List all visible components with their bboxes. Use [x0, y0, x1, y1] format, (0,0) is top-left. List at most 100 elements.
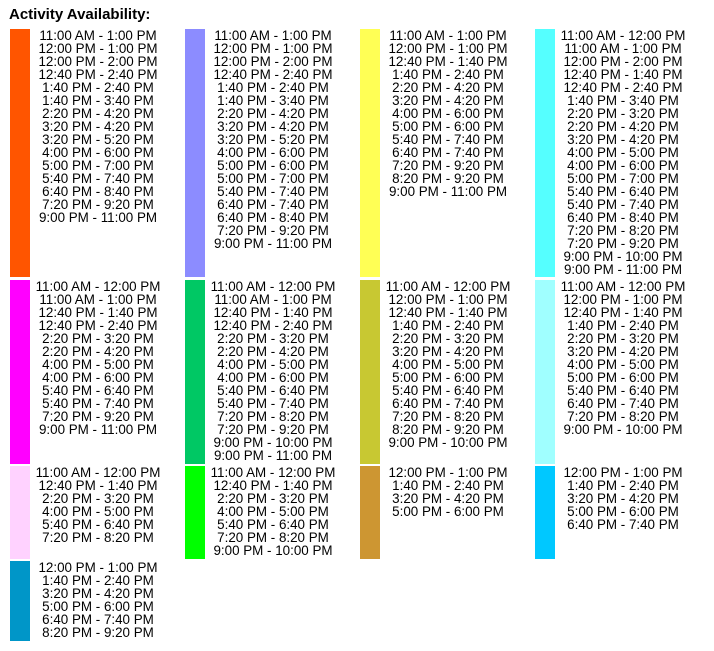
- time-slot-list: 11:00 AM - 12:00 PM 11:00 AM - 1:00 PM 12:…: [31, 280, 165, 436]
- time-slot: 5:40 PM - 6:40 PM: [217, 383, 329, 398]
- time-slot: 9:00 PM - 11:00 PM: [388, 184, 508, 199]
- time-slot: 5:00 PM - 7:00 PM: [217, 171, 329, 186]
- time-slot: 5:00 PM - 7:00 PM: [42, 158, 154, 173]
- time-slot: 12:40 PM - 2:40 PM: [563, 80, 683, 95]
- time-slot: 4:00 PM - 5:00 PM: [217, 357, 329, 372]
- time-slot: 7:20 PM - 9:20 PM: [392, 158, 504, 173]
- time-slot: 5:00 PM - 6:00 PM: [567, 504, 679, 519]
- activity-color-swatch: [185, 29, 205, 277]
- time-slot: 7:20 PM - 8:20 PM: [217, 530, 329, 545]
- time-slot: 4:00 PM - 6:00 PM: [42, 370, 154, 385]
- time-slot: 11:00 AM - 12:00 PM: [210, 465, 336, 480]
- time-slot: 1:40 PM - 2:40 PM: [217, 80, 329, 95]
- time-slot: 6:40 PM - 7:40 PM: [392, 396, 504, 411]
- time-slot: 9:00 PM - 10:00 PM: [213, 435, 333, 450]
- activity-color-swatch: [10, 280, 30, 464]
- time-slot: 12:00 PM - 1:00 PM: [388, 465, 508, 480]
- time-slot: 12:00 PM - 1:00 PM: [563, 465, 683, 480]
- time-slot: 4:00 PM - 5:00 PM: [217, 504, 329, 519]
- time-slot: 12:40 PM - 1:40 PM: [38, 305, 158, 320]
- time-slot-list: 11:00 AM - 12:00 PM 11:00 AM - 1:00 PM 12:…: [206, 280, 340, 462]
- time-slot: 1:40 PM - 3:40 PM: [217, 93, 329, 108]
- activity-color-swatch: [535, 466, 555, 559]
- time-slot: 1:40 PM - 2:40 PM: [392, 67, 504, 82]
- time-slot: 3:20 PM - 5:20 PM: [42, 132, 154, 147]
- time-slot: 7:20 PM - 8:20 PM: [567, 223, 679, 238]
- time-slot-list: 12:00 PM - 1:00 PM 1:40 PM - 2:40 PM 3:20 …: [31, 561, 165, 639]
- time-slot: 12:40 PM - 2:40 PM: [213, 318, 333, 333]
- time-slot: 5:00 PM - 6:00 PM: [392, 119, 504, 134]
- time-slot: 5:40 PM - 6:40 PM: [42, 517, 154, 532]
- time-slot: 5:00 PM - 7:00 PM: [567, 171, 679, 186]
- time-slot: 12:40 PM - 1:40 PM: [38, 478, 158, 493]
- time-slot: 4:00 PM - 5:00 PM: [42, 357, 154, 372]
- time-slot: 12:00 PM - 1:00 PM: [38, 41, 158, 56]
- time-slot: 6:40 PM - 7:40 PM: [217, 197, 329, 212]
- activity-color-swatch: [10, 561, 30, 641]
- time-slot: 2:20 PM - 3:20 PM: [217, 491, 329, 506]
- time-slot: 6:40 PM - 8:40 PM: [42, 184, 154, 199]
- time-slot: 8:20 PM - 9:20 PM: [392, 171, 504, 186]
- time-slot: 5:40 PM - 6:40 PM: [392, 383, 504, 398]
- time-slot: 7:20 PM - 9:20 PM: [42, 409, 154, 424]
- time-slot: 12:40 PM - 1:40 PM: [213, 305, 333, 320]
- time-slot: 2:20 PM - 3:20 PM: [567, 331, 679, 346]
- time-slot-list: 12:00 PM - 1:00 PM 1:40 PM - 2:40 PM 3:20 …: [381, 466, 515, 518]
- time-slot-list: 11:00 AM - 12:00 PM 12:00 PM - 1:00 PM 12:…: [381, 280, 515, 449]
- time-slot: 11:00 AM - 12:00 PM: [210, 279, 336, 294]
- time-slot: 6:40 PM - 8:40 PM: [217, 210, 329, 225]
- time-slot: 1:40 PM - 3:40 PM: [567, 93, 679, 108]
- time-slot: 12:40 PM - 1:40 PM: [563, 67, 683, 82]
- time-slot: 5:00 PM - 6:00 PM: [392, 370, 504, 385]
- time-slot: 2:20 PM - 4:20 PM: [217, 344, 329, 359]
- time-slot: 5:40 PM - 7:40 PM: [567, 197, 679, 212]
- time-slot: 11:00 AM - 1:00 PM: [39, 292, 157, 307]
- time-slot: 5:40 PM - 6:40 PM: [567, 184, 679, 199]
- time-slot: 1:40 PM - 2:40 PM: [567, 318, 679, 333]
- time-slot: 7:20 PM - 9:20 PM: [217, 223, 329, 238]
- time-slot: 5:00 PM - 6:00 PM: [392, 504, 504, 519]
- time-slot: 7:20 PM - 8:20 PM: [392, 409, 504, 424]
- time-slot: 8:20 PM - 9:20 PM: [392, 422, 504, 437]
- time-slot: 3:20 PM - 4:20 PM: [567, 344, 679, 359]
- page-title: Activity Availability:: [9, 6, 151, 23]
- time-slot: 1:40 PM - 2:40 PM: [42, 573, 154, 588]
- time-slot: 6:40 PM - 7:40 PM: [392, 145, 504, 160]
- time-slot: 3:20 PM - 4:20 PM: [42, 586, 154, 601]
- time-slot: 11:00 AM - 12:00 PM: [560, 28, 686, 43]
- time-slot: 11:00 AM - 1:00 PM: [214, 292, 332, 307]
- activity-color-swatch: [535, 29, 555, 277]
- time-slot: 12:40 PM - 1:40 PM: [388, 305, 508, 320]
- time-slot: 7:20 PM - 8:20 PM: [42, 530, 154, 545]
- time-slot: 5:40 PM - 7:40 PM: [217, 396, 329, 411]
- time-slot: 7:20 PM - 9:20 PM: [567, 236, 679, 251]
- time-slot: 12:00 PM - 1:00 PM: [388, 292, 508, 307]
- time-slot: 2:20 PM - 3:20 PM: [217, 331, 329, 346]
- time-slot: 4:00 PM - 5:00 PM: [392, 357, 504, 372]
- time-slot: 12:00 PM - 1:00 PM: [38, 560, 158, 575]
- time-slot: 9:00 PM - 11:00 PM: [213, 236, 333, 251]
- time-slot: 3:20 PM - 4:20 PM: [217, 119, 329, 134]
- time-slot: 2:20 PM - 4:20 PM: [42, 106, 154, 121]
- time-slot: 9:00 PM - 10:00 PM: [563, 249, 683, 264]
- time-slot: 3:20 PM - 4:20 PM: [567, 132, 679, 147]
- time-slot: 11:00 AM - 1:00 PM: [39, 28, 157, 43]
- time-slot: 5:40 PM - 7:40 PM: [42, 171, 154, 186]
- time-slot: 2:20 PM - 4:20 PM: [42, 344, 154, 359]
- activity-color-swatch: [360, 280, 380, 464]
- time-slot: 4:00 PM - 5:00 PM: [42, 504, 154, 519]
- time-slot-list: 11:00 AM - 1:00 PM 12:00 PM - 1:00 PM 12:0…: [206, 29, 340, 250]
- time-slot: 11:00 AM - 1:00 PM: [564, 41, 682, 56]
- time-slot: 4:00 PM - 6:00 PM: [42, 145, 154, 160]
- time-slot: 12:40 PM - 2:40 PM: [38, 67, 158, 82]
- activity-color-swatch: [360, 29, 380, 277]
- time-slot: 2:20 PM - 4:20 PM: [217, 106, 329, 121]
- time-slot: 11:00 AM - 12:00 PM: [385, 279, 511, 294]
- activity-color-swatch: [10, 466, 30, 559]
- time-slot: 5:40 PM - 7:40 PM: [217, 184, 329, 199]
- time-slot: 11:00 AM - 12:00 PM: [35, 465, 161, 480]
- time-slot: 9:00 PM - 10:00 PM: [213, 543, 333, 558]
- time-slot: 3:20 PM - 4:20 PM: [392, 491, 504, 506]
- time-slot: 12:00 PM - 2:00 PM: [563, 54, 683, 69]
- time-slot: 9:00 PM - 11:00 PM: [38, 422, 158, 437]
